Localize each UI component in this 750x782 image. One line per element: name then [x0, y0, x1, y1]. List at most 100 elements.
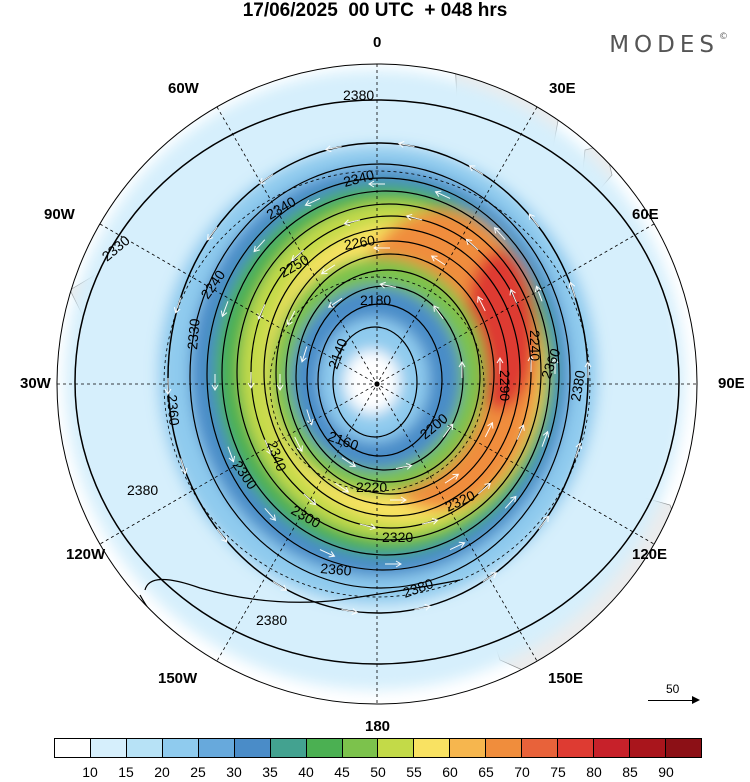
colorbar-tick-label: 80 — [586, 764, 602, 780]
wind-vector-icon — [584, 361, 592, 378]
wind-vector-icon — [430, 255, 446, 266]
colorbar-swatch — [378, 739, 415, 757]
wind-vector-icon — [341, 608, 359, 615]
colorbar-tick-label: 90 — [658, 764, 674, 780]
wind-vector-icon — [444, 473, 460, 484]
lon-label-150w: 150W — [158, 670, 198, 687]
colorbar-swatch — [486, 739, 523, 757]
contour-label: 2360 — [164, 394, 183, 427]
colorbar-tick-label: 10 — [82, 764, 98, 780]
forecast-title: 17/06/2025 00 UTC + 048 hrs — [242, 0, 508, 21]
lon-label-0: 0 — [373, 34, 382, 51]
wind-vector-icon — [465, 238, 479, 251]
colorbar-swatch — [450, 739, 487, 757]
wind-vector-icon — [227, 446, 236, 463]
wind-vector-icon — [164, 378, 172, 395]
wind-vector-icon — [303, 493, 317, 506]
lon-label-30w: 30W — [20, 375, 51, 392]
colorbar-swatch — [306, 739, 343, 757]
lon-label-90e: 90E — [718, 375, 745, 392]
wind-vector-icon — [211, 374, 219, 391]
wind-vector-icon — [504, 495, 517, 509]
wind-vector-icon — [385, 560, 402, 568]
colorbar-tick-label: 35 — [262, 764, 278, 780]
lon-label-90w: 90W — [44, 206, 75, 223]
wind-vector-icon — [568, 281, 576, 298]
contour-label: 2380 — [343, 87, 374, 103]
wind-vector-icon — [449, 541, 466, 550]
wind-vector-icon — [397, 141, 415, 148]
wind-vector-icon — [180, 458, 188, 475]
wind-vector-icon — [300, 346, 308, 363]
colorbar-swatch — [55, 739, 91, 757]
brand-logo: MODES© — [609, 32, 728, 58]
wind-vector-icon — [496, 357, 504, 374]
contour-label: 2340 — [342, 166, 376, 190]
contour-label: 2260 — [343, 232, 377, 253]
wind-vector-icon — [482, 572, 498, 582]
contour-label: 2180 — [360, 292, 391, 308]
wind-vector-icon — [258, 174, 274, 184]
wind-vector-icon — [276, 374, 284, 391]
wind-vector-icon — [527, 355, 535, 372]
wind-vector-icon — [291, 249, 305, 262]
wind-vector-icon — [220, 301, 229, 318]
colorbar-tick-label: 60 — [442, 764, 458, 780]
wind-vector-icon — [414, 603, 432, 611]
colorbar-tick-label: 70 — [514, 764, 530, 780]
map-area — [65, 64, 691, 701]
colorbar-swatch — [665, 739, 701, 757]
colorbar-swatch — [90, 739, 127, 757]
lon-label-60e: 60E — [632, 206, 659, 223]
lon-label-180: 180 — [365, 718, 391, 735]
colorbar-swatch — [594, 739, 630, 757]
colorbar-tick-label: 55 — [406, 764, 422, 780]
wind-vector-icon — [390, 496, 407, 504]
colorbar-swatch — [342, 739, 379, 757]
contour-label: 2380 — [567, 369, 588, 403]
colorbar-swatch — [558, 739, 595, 757]
wind-vector-icon — [528, 213, 540, 228]
contour-label: 2360 — [320, 560, 353, 579]
wind-vector-icon — [247, 372, 255, 389]
colorbar-tick-label: 45 — [334, 764, 350, 780]
wind-vector-icon — [359, 523, 377, 531]
wind-vector-icon — [343, 219, 360, 227]
wind-vector-icon — [395, 463, 413, 470]
wind-vector-icon — [493, 227, 506, 240]
wind-vector-icon — [272, 581, 288, 591]
colorbar-swatch — [270, 739, 307, 757]
contour-label: 2380 — [256, 612, 287, 628]
wind-vector-icon — [433, 305, 444, 320]
wind-vector-icon — [319, 549, 336, 558]
colorbar-swatch — [162, 739, 199, 757]
brand-mark: © — [719, 32, 728, 42]
reference-vector: 50 — [640, 682, 710, 712]
colorbar — [54, 738, 702, 758]
colorbar-ticks: 10 15 20 25 30 35 40 45 50 55 60 65 70 75 80 85 90 — [0, 764, 750, 782]
colorbar-swatch — [414, 739, 451, 757]
wind-vector-icon — [341, 457, 357, 468]
brand-text: MODES — [609, 32, 719, 58]
wind-vector-icon — [458, 361, 466, 378]
colorbar-tick-label: 15 — [118, 764, 134, 780]
wind-vector-icon — [253, 239, 266, 253]
colorbar-tick-label: 25 — [190, 764, 206, 780]
wind-vector-icon — [574, 442, 583, 459]
lon-label-150e: 150E — [548, 670, 584, 687]
colorbar-tick-label: 40 — [298, 764, 314, 780]
colorbar-tick-label: 30 — [226, 764, 242, 780]
colorbar-tick-label: 85 — [622, 764, 638, 780]
wind-vector-icon — [477, 482, 491, 495]
wind-vector-icon — [477, 295, 486, 312]
south-pole-dot — [374, 381, 380, 387]
contour-label: 2240 — [527, 330, 543, 361]
contour-label: 2330 — [184, 318, 203, 351]
lon-label-60w: 60W — [168, 80, 199, 97]
wind-vector-icon — [551, 357, 559, 374]
colorbar-swatch — [630, 739, 666, 757]
wind-vector-icon — [206, 226, 218, 241]
speed-band-inner-10 — [344, 350, 400, 414]
reference-arrow-icon — [648, 696, 700, 704]
